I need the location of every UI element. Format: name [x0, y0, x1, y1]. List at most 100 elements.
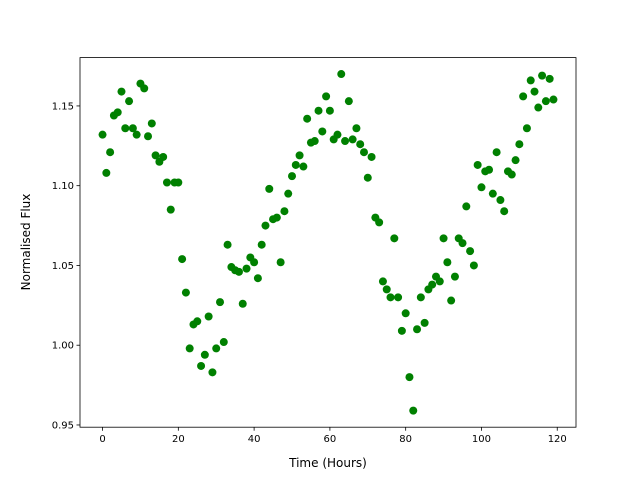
data-point: [519, 92, 528, 101]
x-axis-label: Time (Hours): [288, 456, 367, 470]
data-point: [299, 162, 308, 171]
data-point: [314, 106, 323, 115]
data-point: [257, 240, 266, 249]
data-point: [193, 317, 202, 326]
data-point: [485, 165, 494, 174]
y-tick-label: 1.10: [52, 181, 74, 192]
data-point: [428, 280, 437, 289]
data-point: [492, 148, 501, 157]
data-point: [234, 267, 243, 276]
x-tick-label: 100: [472, 434, 491, 445]
data-point: [439, 234, 448, 243]
y-tick-label: 0.95: [52, 420, 74, 431]
data-point: [473, 160, 482, 169]
data-point: [344, 97, 353, 106]
data-point: [200, 350, 209, 359]
data-point: [401, 309, 410, 318]
data-point: [212, 344, 221, 353]
data-point: [511, 156, 520, 165]
data-point: [117, 87, 126, 96]
data-point: [102, 168, 111, 177]
data-point: [337, 70, 346, 79]
data-point: [541, 97, 550, 106]
y-tick-label: 1.05: [52, 261, 74, 272]
data-point: [413, 325, 422, 334]
data-point: [522, 124, 531, 133]
data-point: [333, 130, 342, 139]
data-point: [382, 285, 391, 294]
x-tick-label: 0: [99, 434, 105, 445]
data-point: [450, 272, 459, 281]
data-point: [378, 277, 387, 286]
x-tick-label: 120: [548, 434, 567, 445]
data-point: [367, 152, 376, 161]
data-point: [458, 239, 467, 248]
x-tick-label: 60: [324, 434, 337, 445]
data-point: [250, 258, 259, 267]
data-point: [144, 132, 153, 141]
data-point: [197, 361, 206, 370]
data-point: [242, 264, 251, 273]
data-point: [276, 258, 285, 267]
data-point: [390, 234, 399, 243]
data-point: [204, 312, 213, 321]
data-point: [462, 202, 471, 211]
data-point: [538, 71, 547, 80]
data-point: [288, 172, 297, 181]
x-tick-label: 40: [248, 434, 261, 445]
data-point: [106, 148, 115, 157]
data-point: [386, 293, 395, 302]
data-point: [363, 173, 372, 182]
data-point: [128, 124, 137, 133]
data-point: [178, 255, 187, 264]
data-point: [356, 140, 365, 149]
data-point: [515, 140, 524, 149]
data-point: [352, 124, 361, 133]
data-point: [280, 207, 289, 216]
data-point: [238, 299, 247, 308]
y-tick-label: 1.00: [52, 341, 74, 352]
data-point: [291, 160, 300, 169]
data-point: [409, 406, 418, 415]
data-point: [261, 221, 270, 230]
data-point: [397, 326, 406, 335]
data-point: [405, 373, 414, 382]
data-point: [466, 247, 475, 256]
data-point: [447, 296, 456, 305]
data-point: [477, 183, 486, 192]
data-point: [151, 151, 160, 160]
data-point: [253, 274, 262, 283]
data-point: [284, 189, 293, 198]
data-point: [223, 240, 232, 249]
data-point: [322, 92, 331, 101]
data-point: [310, 137, 319, 146]
data-point: [534, 103, 543, 112]
data-point: [303, 114, 312, 123]
data-point: [507, 170, 516, 179]
data-point: [113, 108, 122, 117]
data-point: [348, 135, 357, 144]
data-point: [375, 218, 384, 227]
data-point: [265, 184, 274, 193]
data-point: [98, 130, 107, 139]
data-point: [295, 151, 304, 160]
data-point: [420, 318, 429, 327]
data-point: [219, 338, 228, 347]
y-tick-label: 1.15: [52, 101, 74, 112]
data-point: [208, 368, 217, 377]
data-point: [359, 148, 368, 157]
data-point: [159, 152, 168, 161]
data-point: [469, 261, 478, 270]
data-point: [530, 87, 539, 96]
data-point: [140, 84, 149, 93]
data-point: [185, 344, 194, 353]
data-point: [549, 95, 558, 104]
x-tick-label: 20: [172, 434, 185, 445]
data-point: [162, 178, 171, 187]
data-point: [488, 189, 497, 198]
data-point: [435, 277, 444, 286]
data-point: [132, 130, 141, 139]
data-point: [166, 205, 175, 214]
